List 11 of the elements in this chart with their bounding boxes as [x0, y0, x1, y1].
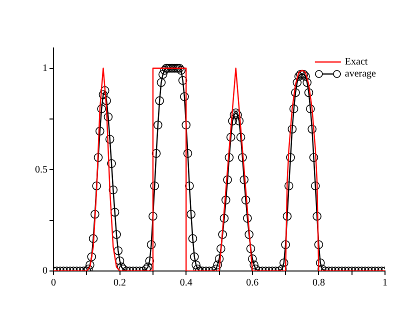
x-tick-label: 0.6	[246, 278, 259, 289]
x-tick-label: 0.8	[312, 278, 325, 289]
x-tick-label: 1	[382, 278, 388, 289]
legend-label: average	[344, 68, 377, 80]
y-tick-label: 1	[42, 62, 48, 74]
x-tick-label: 0.4	[180, 278, 192, 289]
y-tick-label: 0.5	[35, 164, 48, 176]
x-tick-label: 0	[51, 278, 56, 289]
y-tick-label: 0	[42, 266, 48, 277]
x-tick-label: 0.2	[114, 278, 126, 289]
legend-label: Exact	[344, 56, 368, 68]
